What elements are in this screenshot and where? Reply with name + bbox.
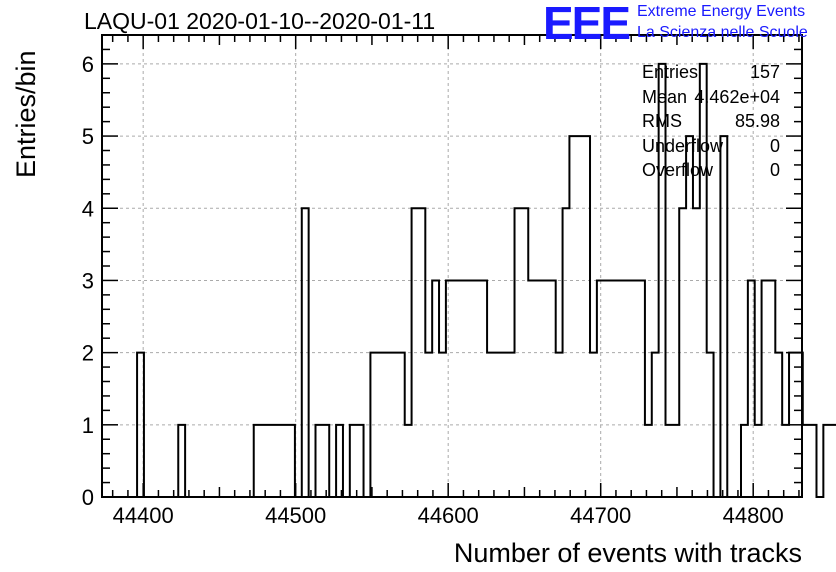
axis-tick-labels: 44400 44500 44600 44700 44800 0 1 2 3 4 5 6 [82, 52, 784, 528]
x-tick-label: 44400 [113, 503, 174, 528]
y-tick-label: 0 [82, 485, 94, 510]
stats-box: Entries 157 Mean 4.462e+04 RMS 85.98 Underf… [642, 60, 780, 183]
axis-ticks [102, 34, 802, 498]
stats-row-overflow: Overflow 0 [642, 158, 780, 183]
y-tick-label: 6 [82, 52, 94, 77]
stats-value: 85.98 [734, 111, 780, 131]
stats-value: 157 [749, 62, 780, 82]
y-tick-label: 2 [82, 341, 94, 366]
stats-value: 0 [769, 160, 780, 180]
stats-key: Entries [642, 62, 699, 82]
x-axis-label: Number of events with tracks [453, 538, 802, 568]
stats-key: RMS [642, 111, 682, 131]
y-axis-label: Entries/bin [11, 50, 41, 178]
stats-row-mean: Mean 4.462e+04 [642, 85, 780, 110]
logo-subtitle-line2: La Scienza nelle Scuole [637, 24, 808, 41]
x-tick-label: 44800 [723, 503, 784, 528]
y-tick-label: 4 [82, 196, 94, 221]
y-tick-label: 3 [82, 268, 94, 293]
stats-key: Mean [642, 86, 688, 107]
y-tick-label: 5 [82, 124, 94, 149]
stats-key: Underflow [642, 135, 724, 156]
stats-value: 0 [769, 135, 780, 156]
eee-logo: EEE [543, 0, 631, 49]
x-tick-label: 44700 [570, 503, 631, 528]
stats-row-underflow: Underflow 0 [642, 134, 780, 159]
stats-row-entries: Entries 157 [642, 60, 780, 85]
logo-subtitle-line1: Extreme Energy Events [637, 3, 806, 20]
x-tick-label: 44500 [265, 503, 326, 528]
stats-row-rms: RMS 85.98 [642, 109, 780, 134]
stats-value: 4.462e+04 [694, 86, 780, 107]
chart-title: LAQU-01 2020-01-10--2020-01-11 [84, 8, 436, 34]
x-tick-label: 44600 [418, 503, 479, 528]
y-tick-label: 1 [82, 413, 94, 438]
grid-lines [102, 35, 802, 497]
stats-key: Overflow [642, 160, 714, 180]
